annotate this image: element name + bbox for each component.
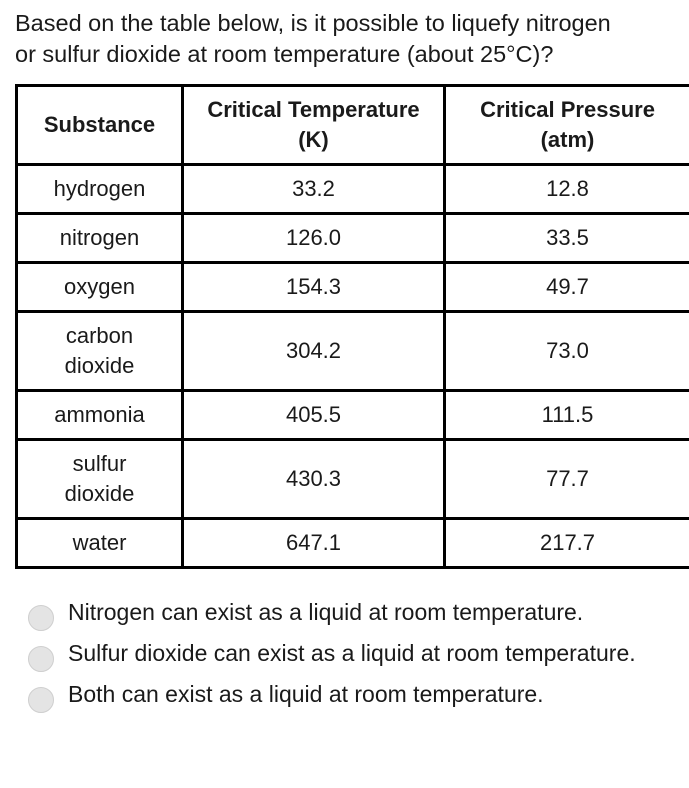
- substance-cell: ammonia: [15, 389, 184, 441]
- header-temp-line-1: Critical Temperature: [207, 97, 420, 122]
- table-row: sulfur dioxide 430.3 77.7: [15, 438, 689, 520]
- substance-name-line-1: carbon: [65, 323, 134, 348]
- substance-name: ammonia: [54, 402, 145, 427]
- pressure-cell: 33.5: [443, 212, 689, 264]
- answer-options: Nitrogen can exist as a liquid at room t…: [28, 598, 668, 721]
- substance-cell: hydrogen: [15, 163, 184, 215]
- answer-option-sulfur-dioxide[interactable]: Sulfur dioxide can exist as a liquid at …: [28, 639, 668, 672]
- substance-cell: carbon dioxide: [15, 310, 184, 392]
- critical-properties-table: Substance Critical Temperature (K) Criti…: [15, 84, 689, 569]
- table-row: hydrogen 33.2 12.8: [15, 163, 689, 215]
- table-row: water 647.1 217.7: [15, 517, 689, 569]
- substance-name-line-2: dioxide: [64, 353, 135, 378]
- pressure-cell: 77.7: [443, 438, 689, 520]
- table-header-row: Substance Critical Temperature (K) Criti…: [15, 84, 689, 166]
- temperature-cell: 154.3: [181, 261, 446, 313]
- pressure-cell: 49.7: [443, 261, 689, 313]
- substance-cell: sulfur dioxide: [15, 438, 184, 520]
- header-substance-label: Substance: [43, 112, 156, 137]
- answer-option-both[interactable]: Both can exist as a liquid at room tempe…: [28, 680, 668, 713]
- header-pressure-line-2: (atm): [540, 127, 595, 152]
- pressure-cell: 111.5: [443, 389, 689, 441]
- substance-cell: nitrogen: [15, 212, 184, 264]
- substance-name: oxygen: [64, 274, 135, 299]
- header-critical-pressure: Critical Pressure (atm): [443, 84, 689, 166]
- radio-button[interactable]: [28, 646, 54, 672]
- substance-name-line-1: sulfur: [72, 451, 127, 476]
- substance-name: water: [72, 530, 127, 555]
- answer-option-label[interactable]: Nitrogen can exist as a liquid at room t…: [68, 599, 584, 625]
- pressure-cell: 12.8: [443, 163, 689, 215]
- question-line-1: Based on the table below, is it possible…: [15, 10, 611, 36]
- header-pressure-line-1: Critical Pressure: [480, 97, 655, 122]
- pressure-cell: 217.7: [443, 517, 689, 569]
- pressure-cell: 73.0: [443, 310, 689, 392]
- substance-cell: oxygen: [15, 261, 184, 313]
- table-row: oxygen 154.3 49.7: [15, 261, 689, 313]
- substance-cell: water: [15, 517, 184, 569]
- temperature-cell: 33.2: [181, 163, 446, 215]
- answer-option-label[interactable]: Both can exist as a liquid at room tempe…: [68, 681, 544, 707]
- header-temp-line-2: (K): [298, 127, 329, 152]
- question-line-2: or sulfur dioxide at room temperature (a…: [15, 41, 554, 67]
- radio-button[interactable]: [28, 687, 54, 713]
- temperature-cell: 304.2: [181, 310, 446, 392]
- header-critical-temperature: Critical Temperature (K): [181, 84, 446, 166]
- substance-name: hydrogen: [53, 176, 146, 201]
- table-row: ammonia 405.5 111.5: [15, 389, 689, 441]
- temperature-cell: 647.1: [181, 517, 446, 569]
- header-substance: Substance: [15, 84, 184, 166]
- answer-option-label[interactable]: Sulfur dioxide can exist as a liquid at …: [68, 640, 636, 666]
- table-row: nitrogen 126.0 33.5: [15, 212, 689, 264]
- temperature-cell: 126.0: [181, 212, 446, 264]
- table-row: carbon dioxide 304.2 73.0: [15, 310, 689, 392]
- temperature-cell: 405.5: [181, 389, 446, 441]
- radio-button[interactable]: [28, 605, 54, 631]
- answer-option-nitrogen[interactable]: Nitrogen can exist as a liquid at room t…: [28, 598, 668, 631]
- question-text: Based on the table below, is it possible…: [15, 8, 685, 70]
- substance-name: nitrogen: [59, 225, 140, 250]
- substance-name-line-2: dioxide: [64, 481, 135, 506]
- temperature-cell: 430.3: [181, 438, 446, 520]
